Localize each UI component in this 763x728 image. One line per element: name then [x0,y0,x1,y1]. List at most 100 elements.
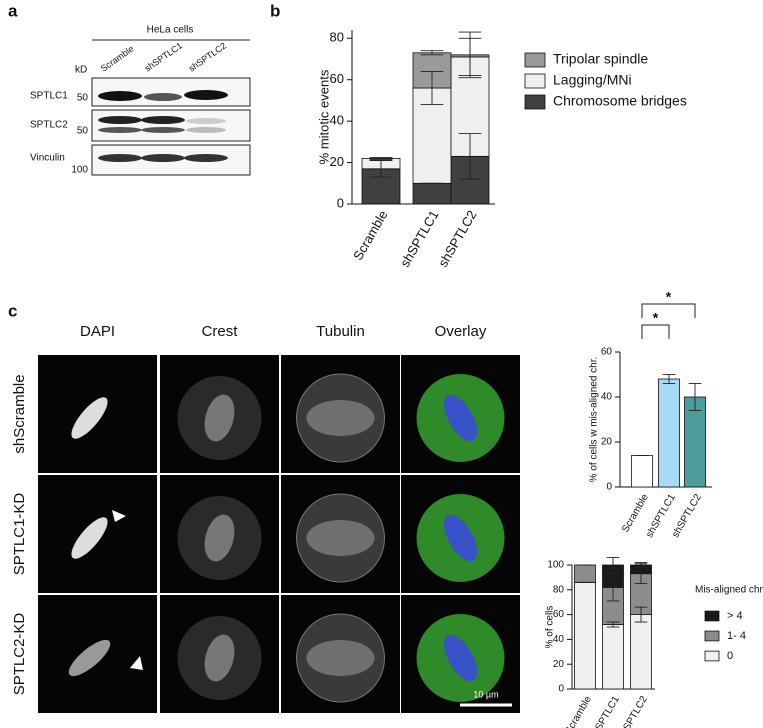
legend-title: Mis-aligned chr. [695,585,763,596]
chart: 0 20 40 60 80 100 % of cells ScrambleshSPTLC1sh… [545,557,763,728]
significance-mark: * [653,310,659,326]
error-bar [458,31,482,79]
legend-label: > 4 [727,610,743,622]
chromatin [443,514,478,562]
bar [602,624,624,690]
y-tick-label: 20 [553,659,565,670]
blot-row-label: SPTLC2 [30,120,68,131]
y-tick-label: 60 [553,609,565,620]
y-tick-label: 20 [330,154,344,169]
x-tick-label: shSPTLC1 [588,694,622,728]
panel-label: b [270,1,280,20]
error-bar [606,573,620,602]
column-label: DAPI [80,323,115,340]
chromatin [71,517,108,559]
x-tick-label: shSPTLC2 [435,208,479,270]
legend-swatch [524,52,546,68]
bar [631,455,653,488]
legend-label: 0 [727,650,733,662]
y-tick-label: 0 [606,482,612,493]
error-bar [420,50,444,56]
x-tick-label: Scramble [350,208,390,263]
legend-swatch [704,610,720,622]
blot-image [91,77,251,176]
lane-label: Scramble [99,44,136,74]
chromatin [443,634,478,682]
blot-marker: 50 [77,126,89,137]
legend-swatch [524,73,546,89]
panel-label: c [8,301,17,320]
error-bar [420,70,444,106]
panel-label: a [8,1,18,20]
column-label: Overlay [435,323,487,340]
x-tick-label: Scramble [563,694,594,728]
row-label: SPTLC2-KD [11,613,28,696]
y-tick-label: 20 [601,437,613,448]
significance-bracket [641,324,670,339]
arrowhead [112,510,126,522]
legend-label: Chromosome bridges [553,93,687,109]
error-bar [606,557,620,573]
legend-label: Lagging/MNi [553,72,632,88]
y-tick-label: 40 [330,113,344,128]
kinetochores [204,394,235,442]
x-tick-label: shSPTLC1 [397,208,441,270]
error-bar [369,160,393,178]
error-bar [662,374,676,384]
kinetochores [204,634,235,682]
scale-bar-label: 10 µm [473,689,498,699]
row-label: SPTLC1-KD [11,493,28,576]
x-tick-label: shSPTLC2 [616,694,650,728]
x-tick-label: Scramble [620,492,651,534]
bar [630,614,652,690]
error-bar [606,621,620,628]
error-bar [458,133,482,180]
y-tick-label: 40 [553,634,565,645]
spindle [306,640,375,676]
y-tick-label: 100 [547,560,564,571]
legend-label: 1- 4 [727,630,746,642]
y-axis-label: % of cells w mis-aligned chr. [589,357,600,483]
y-tick-label: 80 [553,584,565,595]
column-label: Tubulin [316,323,365,340]
kinetochores [204,514,235,562]
chromatin [443,394,478,442]
legend-label: Tripolar spindle [553,51,648,67]
y-tick-label: 0 [337,195,344,210]
blot-row-label: SPTLC1 [30,91,68,102]
y-tick-label: 80 [330,30,344,45]
blot-title: HeLa cells [147,25,194,36]
spindle [306,400,375,436]
chromatin [68,639,111,677]
blot-row-label: Vinculin [30,153,65,164]
error-bar [634,562,648,568]
bar [658,378,680,488]
blot-marker: 100 [71,165,88,176]
bar [574,564,596,583]
bar [412,182,452,205]
lane-label: shSPTLC2 [187,40,228,73]
column-label: Crest [202,323,239,340]
legend-swatch [704,630,720,642]
legend-swatch [704,650,720,662]
significance-bracket [641,303,696,318]
spindle [306,520,375,556]
error-bar [688,383,702,411]
y-tick-label: 60 [330,71,344,86]
chart: 0 20 40 60% of cells w mis-aligned chr. Scra… [589,289,712,540]
error-bar [634,606,648,623]
significance-mark: * [666,289,672,305]
y-tick-label: 0 [558,684,564,695]
lane-label: shSPTLC1 [143,40,184,73]
chromatin [71,397,108,439]
y-tick-label: 60 [601,347,613,358]
y-axis-label: % mitotic events [316,69,331,164]
arrowhead [130,656,143,670]
blot-marker: 50 [77,93,89,104]
legend-swatch [524,94,546,110]
y-axis-label: % of cells [545,606,556,649]
kd-label: kD [75,65,87,76]
y-tick-label: 40 [601,392,613,403]
